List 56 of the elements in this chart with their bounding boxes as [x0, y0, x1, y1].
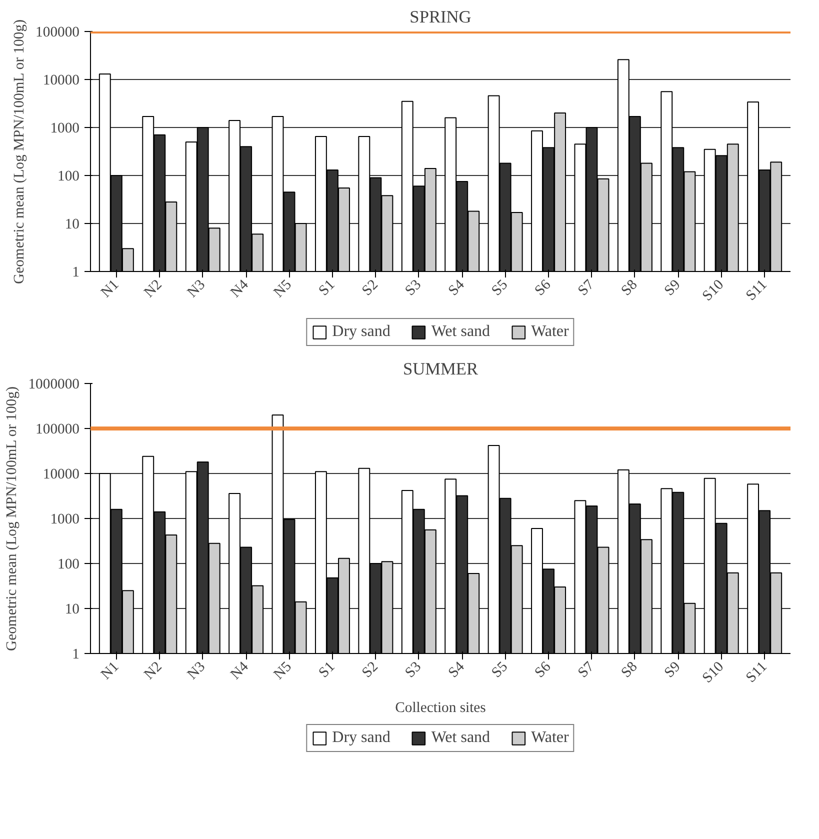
x-tick-label: S9 — [662, 276, 684, 300]
x-tick-label: N2 — [141, 658, 166, 683]
x-tick-label: N3 — [184, 658, 209, 683]
x-tick-label: S8 — [618, 276, 641, 300]
x-tick-label: S4 — [446, 658, 468, 682]
x-tick-label: N1 — [98, 658, 122, 683]
y-tick-label: 10 — [64, 216, 80, 232]
chart-title: SPRING — [410, 8, 472, 26]
y-tick-label: 100000 — [36, 24, 80, 40]
y-tick-label: 1000 — [50, 512, 80, 528]
x-tick-label: S1 — [316, 658, 338, 682]
y-tick-label: 10000 — [42, 72, 80, 88]
x-tick-label: S3 — [402, 658, 425, 682]
legend-label: Wet sand — [431, 323, 490, 341]
x-tick-label: N5 — [270, 276, 295, 301]
y-tick-label: 100 — [58, 168, 80, 184]
x-tick-label: S1 — [316, 276, 338, 300]
y-tick-label: 1 — [72, 646, 80, 662]
x-tick-label: S11 — [743, 276, 770, 304]
x-tick-label: N2 — [141, 276, 166, 301]
y-tick-label: 1000000 — [28, 376, 80, 392]
y-axis-title: Geometric mean (Log MPN/100mL or 100g) — [4, 386, 20, 651]
legend-label: Wet sand — [431, 729, 490, 747]
chart-title: SUMMER — [402, 360, 478, 378]
legend-label: Water — [531, 323, 569, 341]
y-tick-label: 1 — [72, 264, 80, 280]
y-tick-label: 10000 — [42, 466, 80, 482]
x-tick-label: S2 — [359, 658, 382, 682]
x-tick-label: S6 — [532, 658, 554, 682]
x-axis-title: Collection sites — [395, 700, 486, 716]
x-tick-label: N5 — [270, 658, 295, 683]
x-tick-label: S10 — [700, 658, 728, 686]
legend-label: Water — [531, 729, 569, 747]
x-tick-label: S2 — [359, 276, 382, 300]
x-tick-label: S10 — [700, 276, 728, 304]
x-tick-label: S7 — [575, 276, 598, 300]
y-axis-title: Geometric mean (Log MPN/100mL or 100g) — [12, 19, 28, 284]
x-tick-label: S5 — [488, 658, 511, 682]
y-tick-label: 100 — [58, 556, 80, 572]
x-tick-label: S4 — [446, 276, 468, 300]
x-tick-label: N1 — [98, 276, 122, 301]
x-tick-label: S9 — [662, 658, 684, 682]
x-tick-label: S5 — [488, 276, 511, 300]
x-tick-label: S6 — [532, 276, 554, 300]
legend-label: Dry sand — [332, 323, 390, 341]
x-tick-label: S7 — [575, 658, 598, 682]
legend-label: Dry sand — [332, 729, 390, 747]
x-tick-label: N3 — [184, 276, 209, 301]
x-tick-label: S3 — [402, 276, 425, 300]
y-tick-label: 100000 — [36, 422, 80, 438]
x-tick-label: S11 — [743, 658, 770, 686]
y-tick-label: 10 — [64, 602, 80, 618]
x-tick-label: N4 — [228, 276, 252, 301]
x-tick-label: N4 — [228, 658, 252, 683]
x-tick-label: S8 — [618, 658, 641, 682]
y-tick-label: 1000 — [50, 120, 80, 136]
